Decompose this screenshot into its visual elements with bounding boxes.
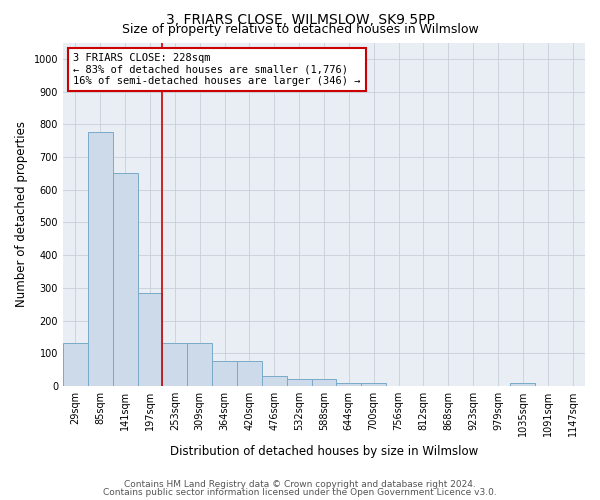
Y-axis label: Number of detached properties: Number of detached properties bbox=[15, 121, 28, 307]
Bar bbox=[287, 380, 311, 386]
Text: Contains HM Land Registry data © Crown copyright and database right 2024.: Contains HM Land Registry data © Crown c… bbox=[124, 480, 476, 489]
Bar bbox=[113, 174, 137, 386]
X-axis label: Distribution of detached houses by size in Wilmslow: Distribution of detached houses by size … bbox=[170, 444, 478, 458]
Bar bbox=[361, 382, 386, 386]
Bar bbox=[187, 344, 212, 386]
Bar bbox=[337, 382, 361, 386]
Bar bbox=[311, 380, 337, 386]
Bar bbox=[212, 362, 237, 386]
Text: 3, FRIARS CLOSE, WILMSLOW, SK9 5PP: 3, FRIARS CLOSE, WILMSLOW, SK9 5PP bbox=[166, 12, 434, 26]
Bar bbox=[511, 382, 535, 386]
Text: 3 FRIARS CLOSE: 228sqm
← 83% of detached houses are smaller (1,776)
16% of semi-: 3 FRIARS CLOSE: 228sqm ← 83% of detached… bbox=[73, 53, 361, 86]
Bar bbox=[88, 132, 113, 386]
Bar bbox=[63, 344, 88, 386]
Text: Contains public sector information licensed under the Open Government Licence v3: Contains public sector information licen… bbox=[103, 488, 497, 497]
Text: Size of property relative to detached houses in Wilmslow: Size of property relative to detached ho… bbox=[122, 22, 478, 36]
Bar bbox=[137, 292, 163, 386]
Bar bbox=[163, 344, 187, 386]
Bar bbox=[262, 376, 287, 386]
Bar bbox=[237, 362, 262, 386]
